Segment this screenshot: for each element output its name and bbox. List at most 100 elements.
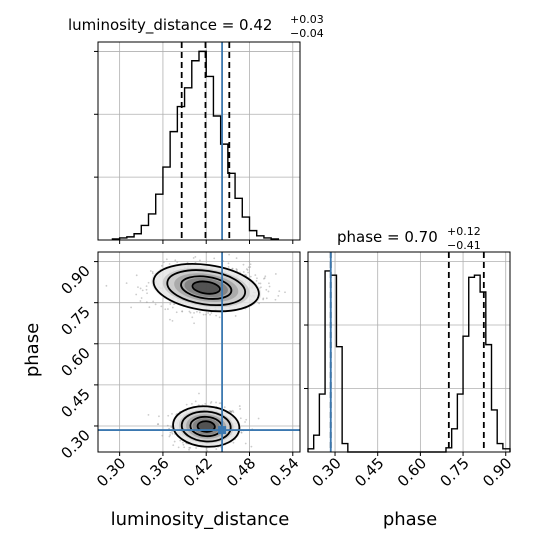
scatter-point [141,289,144,292]
scatter-point [175,311,178,314]
luminosity-distance-histogram-panel [97,41,301,241]
scatter-point [160,264,163,267]
scatter-point [152,300,155,303]
scatter-point [247,266,250,269]
scatter-point [215,448,218,450]
scatter-point [254,274,257,276]
scatter-point [168,263,171,265]
scatter-point [130,306,133,309]
joint-xtick-label-4: 0.54 [266,454,302,490]
scatter-point [245,418,248,421]
scatter-point [247,271,250,274]
scatter-point [198,311,201,314]
scatter-point [255,279,258,282]
phase-hist-xtick-label-4: 0.90 [479,454,515,490]
scatter-point [137,286,139,289]
scatter-point [188,448,190,451]
ld-hist-frame [97,41,301,241]
scatter-point [242,271,245,273]
joint-ytick-label-2: 0.60 [57,344,93,380]
scatter-point [171,306,174,309]
scatter-point [158,415,160,418]
y-axis-label-phase: phase [22,323,43,377]
scatter-point [125,282,128,285]
scatter-point [249,263,252,266]
phase-hist-xtick-label-0: 0.30 [309,454,345,490]
scatter-point [167,308,169,310]
scatter-point [249,275,252,278]
scatter-point [248,260,251,263]
scatter-point [259,282,262,285]
scatter-point [151,271,154,273]
scatter-point [213,257,216,260]
scatter-point [147,281,150,284]
scatter-point [176,261,179,264]
scatter-point [145,301,148,304]
phase-histogram-panel [307,251,511,453]
luminosity-distance-title-sup: +0.03 [290,13,324,26]
scatter-point [160,305,163,308]
contour-0-1 [180,410,232,443]
scatter-point [164,308,167,311]
joint-xtick-label-0: 0.30 [93,454,129,490]
scatter-point [204,402,207,405]
scatter-point [267,290,270,293]
scatter-point [205,447,208,450]
scatter-point [191,402,193,405]
joint-ytick-label-1: 0.45 [57,385,93,421]
scatter-point [154,303,157,306]
scatter-point [174,259,177,262]
scatter-point [189,446,192,449]
scatter-point [227,265,230,268]
scatter-point [277,294,280,297]
scatter-point [182,443,185,446]
scatter-point [135,274,138,277]
ld-hist-background [98,42,300,240]
scatter-point [231,409,234,412]
scatter-point [193,322,195,325]
scatter-point [265,297,268,300]
scatter-point [227,262,230,265]
scatter-point [249,266,252,268]
joint-truth-marker [218,426,227,435]
scatter-point [210,400,213,403]
joint-ytick-label-3: 0.75 [57,303,93,339]
scatter-point [278,290,281,293]
phase-hist-histogram-line [307,270,511,453]
x-axis-label-phase: phase [383,509,437,530]
density-level-0-4 [198,421,215,432]
scatter-point [139,300,142,302]
scatter-point [268,282,270,285]
scatter-point [239,417,242,420]
joint-ytick-label-4: 0.90 [57,262,93,298]
luminosity-distance-title: luminosity_distance = 0.42 +0.03 −0.04 [68,13,324,40]
scatter-point [218,316,221,319]
scatter-point [207,312,210,314]
scatter-point [215,314,218,317]
joint-scatter-panel [97,251,301,453]
scatter-point [179,439,182,442]
scatter-point [191,316,194,319]
scatter-point [168,435,171,438]
scatter-point [205,313,207,316]
scatter-point [256,277,258,280]
scatter-point [195,447,198,449]
phase-title-main: phase = 0.70 [337,228,438,246]
scatter-point [169,303,172,305]
scatter-point [215,401,217,404]
luminosity-distance-title-sub: −0.04 [290,27,324,40]
scatter-point [165,258,168,261]
density-level-1-4 [193,281,219,294]
scatter-point [173,440,176,443]
phase-hist-frame [307,251,511,453]
scatter-point [258,302,261,305]
scatter-point [181,441,184,444]
scatter-point [228,253,231,256]
scatter-point [193,311,195,314]
scatter-point [194,255,197,258]
scatter-point [199,259,201,262]
scatter-point [218,402,221,405]
scatter-point [209,313,211,316]
contour-1-3 [191,280,221,295]
